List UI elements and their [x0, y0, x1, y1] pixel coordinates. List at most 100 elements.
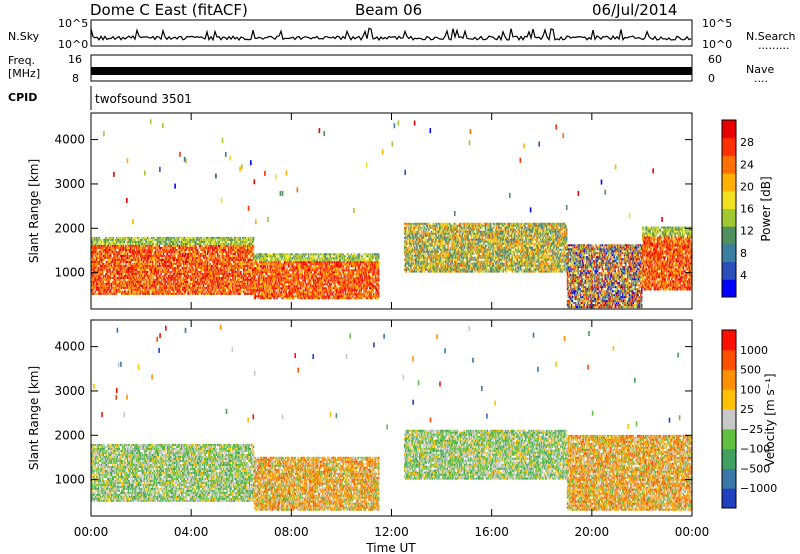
heatmap-cell	[142, 285, 143, 287]
heatmap-cell	[231, 247, 232, 249]
heatmap-cell	[140, 255, 141, 257]
heatmap-cell	[120, 281, 121, 283]
heatmap-cell	[266, 297, 267, 299]
heatmap-cell	[281, 265, 282, 267]
heatmap-cell	[94, 263, 95, 265]
heatmap-cell	[206, 255, 207, 257]
heatmap-cell	[175, 281, 176, 283]
heatmap-cell	[237, 263, 238, 265]
heatmap-cell	[256, 259, 257, 261]
heatmap-cell	[190, 251, 191, 253]
heatmap-cell	[230, 245, 231, 247]
heatmap-cell	[243, 277, 244, 279]
heatmap-cell	[207, 281, 208, 283]
heatmap-cell	[208, 273, 209, 275]
heatmap-cell	[215, 283, 216, 285]
heatmap-cell	[232, 285, 233, 287]
heatmap-cell	[173, 289, 174, 291]
heatmap-cell	[278, 279, 279, 281]
heatmap-cell	[274, 285, 275, 287]
heatmap-cell	[110, 275, 111, 277]
heatmap-cell	[157, 285, 158, 287]
heatmap-cell	[184, 237, 185, 239]
heatmap-cell	[136, 275, 137, 277]
heatmap-cell	[232, 243, 233, 245]
heatmap-cell	[205, 255, 206, 257]
heatmap-cell	[239, 245, 240, 247]
heatmap-cell	[235, 279, 236, 281]
heatmap-cell	[189, 283, 190, 285]
heatmap-cell	[116, 261, 117, 263]
heatmap-cell	[180, 277, 181, 279]
heatmap-cell	[106, 263, 107, 265]
heatmap-cell	[210, 263, 211, 265]
heatmap-cell	[99, 289, 100, 291]
heatmap-cell	[238, 287, 239, 289]
heatmap-cell	[104, 279, 105, 281]
heatmap-cell	[119, 289, 120, 291]
heatmap-cell	[181, 271, 182, 273]
heatmap-cell	[97, 283, 98, 285]
heatmap-cell	[143, 263, 144, 265]
heatmap-cell	[247, 241, 248, 243]
heatmap-cell	[127, 265, 128, 267]
heatmap-cell	[110, 289, 111, 291]
heatmap-cell	[179, 281, 180, 283]
heatmap-cell	[110, 277, 111, 279]
heatmap-cell	[109, 257, 110, 259]
date-title: 06/Jul/2014	[592, 1, 677, 19]
heatmap-cell	[203, 253, 204, 255]
heatmap-cell	[100, 251, 101, 253]
heatmap-cell	[286, 291, 287, 293]
heatmap-cell	[176, 237, 177, 239]
heatmap-cell	[96, 249, 97, 251]
heatmap-cell	[241, 291, 242, 293]
heatmap-cell	[119, 271, 120, 273]
heatmap-cell	[134, 277, 135, 279]
heatmap-cell	[154, 273, 155, 275]
heatmap-cell	[127, 283, 128, 285]
heatmap-cell	[115, 277, 116, 279]
heatmap-cell	[124, 289, 125, 291]
heatmap-cell	[153, 277, 154, 279]
heatmap-cell	[188, 257, 189, 259]
heatmap-cell	[213, 285, 214, 287]
heatmap-cell	[201, 283, 202, 285]
heatmap-cell	[225, 273, 226, 275]
heatmap-cell	[107, 273, 108, 275]
heatmap-cell	[179, 271, 180, 273]
heatmap-cell	[142, 275, 143, 277]
heatmap-cell	[156, 263, 157, 265]
heatmap-cell	[97, 241, 98, 243]
heatmap-cell	[220, 257, 221, 259]
heatmap-cell	[234, 251, 235, 253]
heatmap-cell	[127, 275, 128, 277]
heatmap-cell	[245, 283, 246, 285]
heatmap-cell	[161, 277, 162, 279]
heatmap-cell	[240, 289, 241, 291]
heatmap-cell	[114, 241, 115, 243]
heatmap-cell	[177, 293, 178, 295]
heatmap-cell	[150, 287, 151, 289]
heatmap-cell	[220, 291, 221, 293]
heatmap-cell	[170, 247, 171, 249]
heatmap-cell	[235, 271, 236, 273]
heatmap-cell	[153, 241, 154, 243]
heatmap-cell	[98, 269, 99, 271]
heatmap-cell	[118, 239, 119, 241]
heatmap-cell	[191, 265, 192, 267]
heatmap-cell	[211, 243, 212, 245]
heatmap-cell	[232, 241, 233, 243]
heatmap-cell	[188, 255, 189, 257]
heatmap-cell	[213, 269, 214, 271]
heatmap-cell	[227, 269, 228, 271]
heatmap-cell	[206, 245, 207, 247]
heatmap-cell	[137, 285, 138, 287]
heatmap-cell	[256, 255, 257, 257]
heatmap-cell	[237, 291, 238, 293]
heatmap-cell	[250, 263, 251, 265]
heatmap-cell	[210, 277, 211, 279]
heatmap-cell	[150, 267, 151, 269]
heatmap-cell	[102, 257, 103, 259]
heatmap-cell	[128, 259, 129, 261]
